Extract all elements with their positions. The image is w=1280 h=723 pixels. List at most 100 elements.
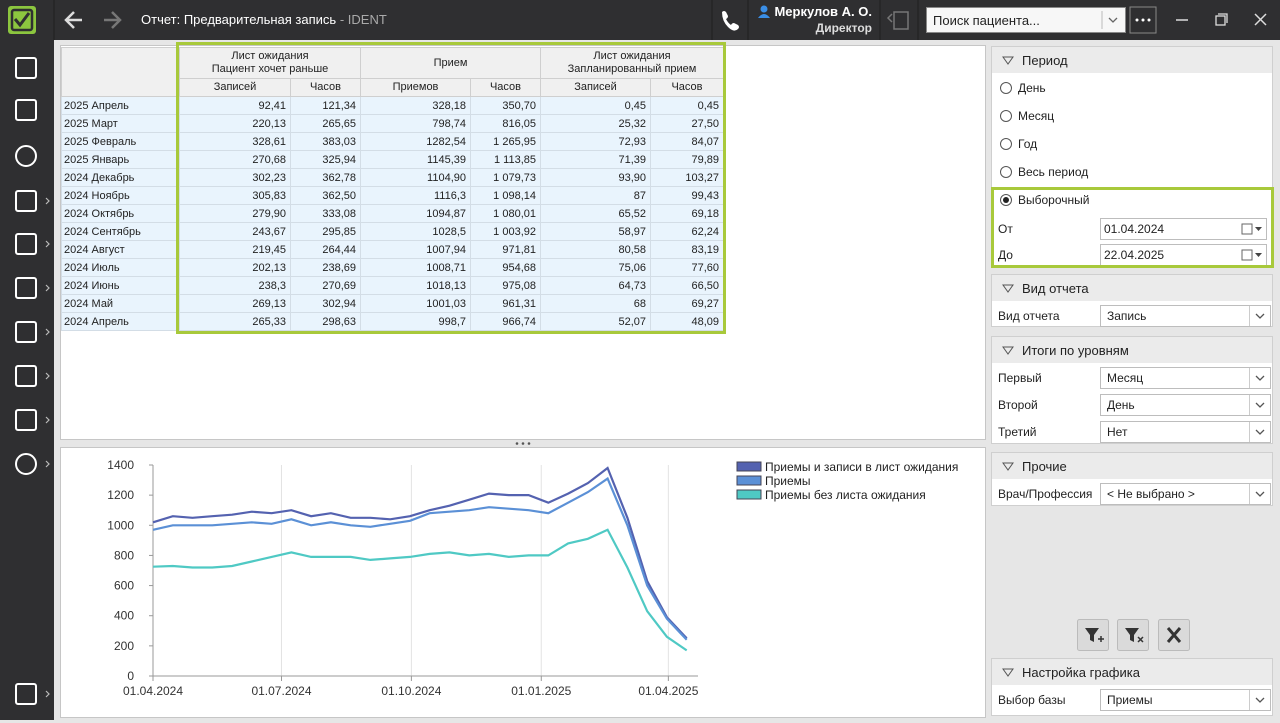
- filter-button[interactable]: [1077, 619, 1109, 651]
- chart-panel: 01.04.2024 01.07.2024 01.10.2024 01.01.2025…: [60, 447, 986, 718]
- filter-button[interactable]: [1158, 619, 1190, 651]
- cell: 362,50: [290, 186, 361, 205]
- radio-dot: [1003, 197, 1009, 203]
- row-label: 2025 Март: [61, 114, 180, 133]
- radio-label: Год: [1018, 137, 1038, 151]
- date-label: До: [998, 248, 1013, 262]
- radio[interactable]: [999, 81, 1013, 95]
- nav-icon[interactable]: [15, 190, 37, 212]
- nav-icon[interactable]: [15, 409, 37, 431]
- cell: 1282,54: [360, 132, 471, 151]
- search-placeholder: Поиск пациента...: [933, 13, 1040, 28]
- cell: 121,34: [290, 96, 361, 115]
- section-header[interactable]: Настройка графика: [992, 659, 1272, 685]
- back-button[interactable]: [64, 11, 82, 29]
- phone-icon[interactable]: [722, 11, 739, 31]
- close-button[interactable]: [1254, 13, 1267, 26]
- dropdown[interactable]: Приемы: [1100, 689, 1271, 711]
- report-title: Отчет: Предварительная запись: [141, 12, 337, 27]
- nav-icon[interactable]: [15, 145, 37, 167]
- row-label: 2025 Апрель: [61, 96, 180, 115]
- table-row: 2024 Ноябрь 305,83 362,50 1116,3 1 098,14 87 9…: [61, 186, 724, 205]
- history-button[interactable]: [886, 11, 909, 30]
- nav-chevron: [45, 197, 50, 205]
- radio[interactable]: [999, 193, 1013, 207]
- header-row: Лист ожидания Пациент хочет раньше Прием Л…: [61, 47, 724, 97]
- row-label: 2024 Сентябрь: [61, 222, 180, 241]
- restore-button[interactable]: [1215, 13, 1228, 26]
- dropdown[interactable]: < Не выбрано >: [1100, 483, 1271, 505]
- nav-icon[interactable]: [15, 321, 37, 343]
- cell: 264,44: [290, 240, 361, 259]
- splitter[interactable]: [512, 440, 534, 447]
- section-header[interactable]: Период: [992, 47, 1272, 73]
- user-icon: [760, 5, 768, 13]
- nav-chevron: [45, 284, 50, 292]
- cell: 66,50: [650, 276, 724, 295]
- cell: 1 265,95: [470, 132, 541, 151]
- cell: 265,33: [179, 312, 291, 331]
- search-box[interactable]: Поиск пациента...: [926, 7, 1126, 33]
- app-name: - IDENT: [339, 12, 387, 27]
- cell: 966,74: [470, 312, 541, 331]
- dropdown-value: Приемы: [1107, 693, 1153, 707]
- radio[interactable]: [999, 137, 1013, 151]
- row-label: 2024 Ноябрь: [61, 186, 180, 205]
- cell: 72,93: [540, 132, 651, 151]
- cell: 83,19: [650, 240, 724, 259]
- nav-chevron: [45, 240, 50, 248]
- radio[interactable]: [999, 109, 1013, 123]
- dropdown-value: Запись: [1107, 309, 1147, 323]
- forward-button[interactable]: [104, 11, 122, 29]
- radio-label: Весь период: [1018, 165, 1089, 179]
- search-dropdown[interactable]: [1101, 8, 1125, 32]
- cell: 333,08: [290, 204, 361, 223]
- nav-icon[interactable]: [15, 453, 37, 475]
- cell: 1001,03: [360, 294, 471, 313]
- chevron: [1255, 375, 1265, 381]
- y-tick-label: 600: [114, 579, 134, 593]
- dropdown[interactable]: День: [1100, 394, 1271, 416]
- legend-label: Приемы и записи в лист ожидания: [765, 460, 958, 474]
- column-header: Часов: [290, 78, 361, 97]
- section-header[interactable]: Вид отчета: [992, 275, 1272, 301]
- cell: 383,03: [290, 132, 361, 151]
- field-label: Первый: [998, 371, 1042, 385]
- nav-icon[interactable]: [15, 683, 37, 705]
- chevron: [1255, 697, 1265, 703]
- nav-icon[interactable]: [15, 99, 37, 121]
- x-tick-label: 01.07.2024: [251, 684, 311, 698]
- cell: 69,27: [650, 294, 724, 313]
- nav-icon[interactable]: [15, 365, 37, 387]
- date-input[interactable]: 01.04.2024: [1100, 218, 1267, 240]
- radio-label: Выборочный: [1018, 193, 1090, 207]
- filter-button[interactable]: [1117, 619, 1149, 651]
- section-header[interactable]: Итоги по уровням: [992, 337, 1272, 363]
- radio-ring: [1000, 138, 1012, 150]
- nav-icon[interactable]: [15, 57, 37, 79]
- chart: 01.04.2024 01.07.2024 01.10.2024 01.01.2025…: [107, 458, 958, 698]
- y-tick-label: 0: [127, 669, 134, 683]
- radio[interactable]: [999, 165, 1013, 179]
- triangle: [1002, 56, 1014, 65]
- dropdown[interactable]: Запись: [1100, 305, 1271, 327]
- table-row: 2024 Апрель 265,33 298,63 998,7 966,74 52,07 4…: [61, 312, 724, 331]
- column-header: Часов: [470, 78, 541, 97]
- section-header[interactable]: Прочие: [992, 453, 1272, 479]
- cell: 265,65: [290, 114, 361, 133]
- more-button[interactable]: [1129, 6, 1157, 34]
- nav-icon[interactable]: [15, 277, 37, 299]
- y-tick-label: 1200: [107, 488, 134, 502]
- section-title: Период: [1022, 53, 1068, 68]
- column-header: Записей: [179, 78, 291, 97]
- dropdown[interactable]: Месяц: [1100, 367, 1271, 389]
- logo-frame: [10, 8, 34, 32]
- table-row: 2024 Май 269,13 302,94 1001,03 961,31 68 69,27: [61, 294, 724, 313]
- chevron: [1255, 429, 1265, 435]
- date-label: От: [998, 222, 1013, 236]
- dropdown[interactable]: Нет: [1100, 421, 1271, 443]
- radio-ring: [1000, 110, 1012, 122]
- corner-cell: [61, 47, 180, 97]
- nav-icon[interactable]: [15, 233, 37, 255]
- column-header: Часов: [650, 78, 724, 97]
